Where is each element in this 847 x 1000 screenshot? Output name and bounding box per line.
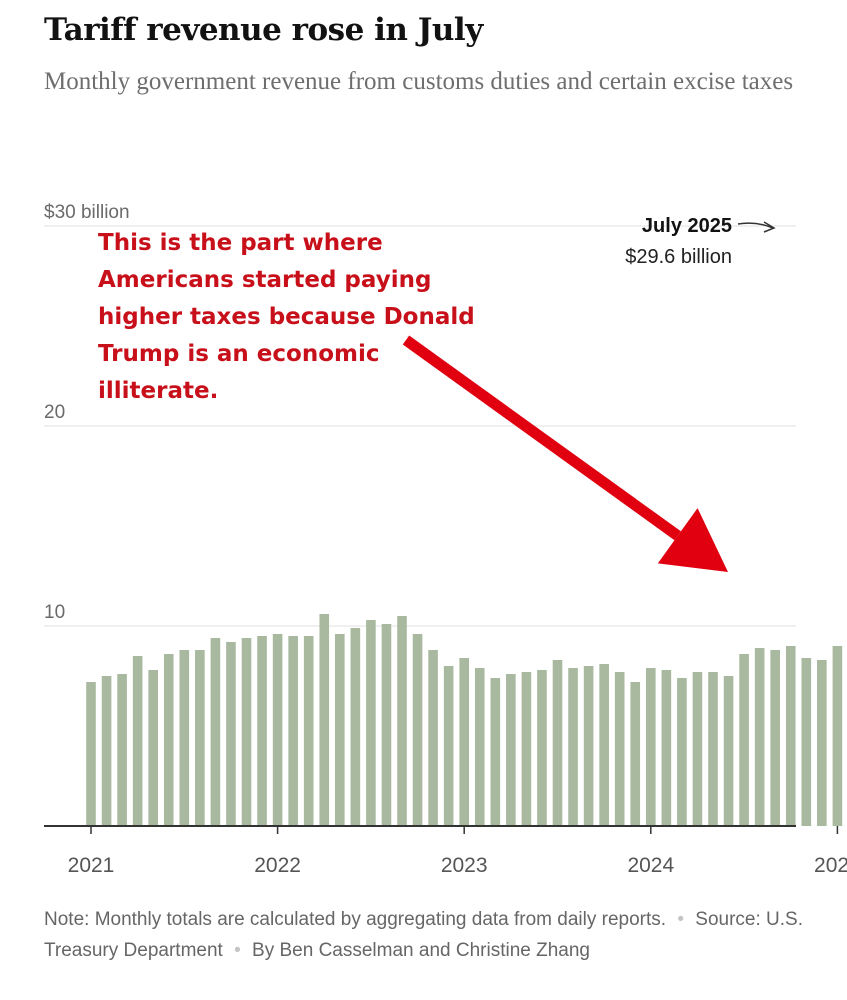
bar (490, 678, 501, 826)
y-tick-label: $30 billion (44, 202, 130, 223)
bar (754, 648, 765, 826)
y-tick-label: 10 (44, 602, 65, 623)
bar (350, 628, 361, 826)
bar (366, 620, 376, 826)
bar (163, 654, 174, 826)
bar (646, 668, 656, 826)
bar (272, 634, 283, 826)
bar (692, 672, 703, 826)
bar (739, 654, 749, 826)
bar (195, 650, 205, 826)
bar (443, 666, 454, 826)
bar (148, 670, 158, 826)
bar (288, 636, 298, 826)
annotation-text-line: illiterate. (98, 378, 218, 404)
bar (241, 638, 252, 826)
annotation-text-line: This is the part where (98, 230, 383, 256)
bar (257, 636, 267, 826)
chart-title: Tariff revenue rose in July (44, 12, 483, 48)
bar (319, 614, 330, 826)
annotation-arrow-head (657, 508, 728, 572)
bar (474, 668, 485, 826)
bar (583, 666, 594, 826)
bar (397, 616, 407, 826)
bar (568, 668, 578, 826)
bar (101, 676, 112, 826)
bar (521, 672, 532, 826)
bar (381, 624, 392, 826)
annotation-text-line: Trump is an economic (98, 341, 380, 367)
bar (335, 634, 345, 826)
bar (801, 658, 812, 826)
chart-footer: Note: Monthly totals are calculated by a… (44, 904, 804, 966)
bar-chart: 10 20 $30 billion 2021 2022 2023 2024 2025 July … (44, 202, 847, 877)
bar (708, 672, 718, 826)
x-tick-label: 2022 (254, 854, 301, 877)
highlight-label: July 2025 (642, 215, 732, 237)
y-tick-label: 20 (44, 402, 65, 423)
bar (179, 650, 190, 826)
bar (661, 670, 672, 826)
footer-byline: By Ben Casselman and Christine Zhang (252, 940, 590, 961)
x-tick-label: 2025 (814, 854, 847, 877)
bar (412, 634, 423, 826)
footer-note: Note: Monthly totals are calculated by a… (44, 909, 667, 930)
footer-source: Source: U.S. Treasury Department (44, 909, 803, 961)
bar (599, 664, 609, 826)
bar (86, 682, 96, 826)
highlight-pointer-head (763, 221, 776, 233)
bar (614, 672, 625, 826)
x-tick-label: 2023 (441, 854, 488, 877)
x-tick-label: 2021 (68, 854, 115, 877)
bar (210, 638, 221, 826)
bar (226, 642, 236, 826)
bar (785, 646, 796, 826)
bar (303, 636, 314, 826)
bar (817, 660, 827, 826)
separator-dot: • (234, 940, 241, 961)
bar (459, 658, 469, 826)
x-tick-label: 2024 (627, 854, 674, 877)
bar (428, 650, 438, 826)
bar (132, 656, 143, 826)
bar (630, 682, 641, 826)
bar (552, 660, 563, 826)
chart-subtitle: Monthly government revenue from customs … (44, 68, 794, 95)
annotation-text-line: higher taxes because Donald (98, 304, 475, 330)
bar (832, 646, 843, 826)
highlight-value-label: $29.6 billion (625, 246, 732, 268)
bar (677, 678, 687, 826)
bar (723, 676, 734, 826)
bar (506, 674, 516, 826)
bar (537, 670, 547, 826)
separator-dot: • (677, 909, 684, 930)
highlight-pointer (737, 222, 774, 229)
bar (770, 650, 780, 826)
annotation-text-line: Americans started paying (98, 267, 431, 293)
bar (117, 674, 127, 826)
annotation-arrow-shaft (402, 335, 681, 541)
